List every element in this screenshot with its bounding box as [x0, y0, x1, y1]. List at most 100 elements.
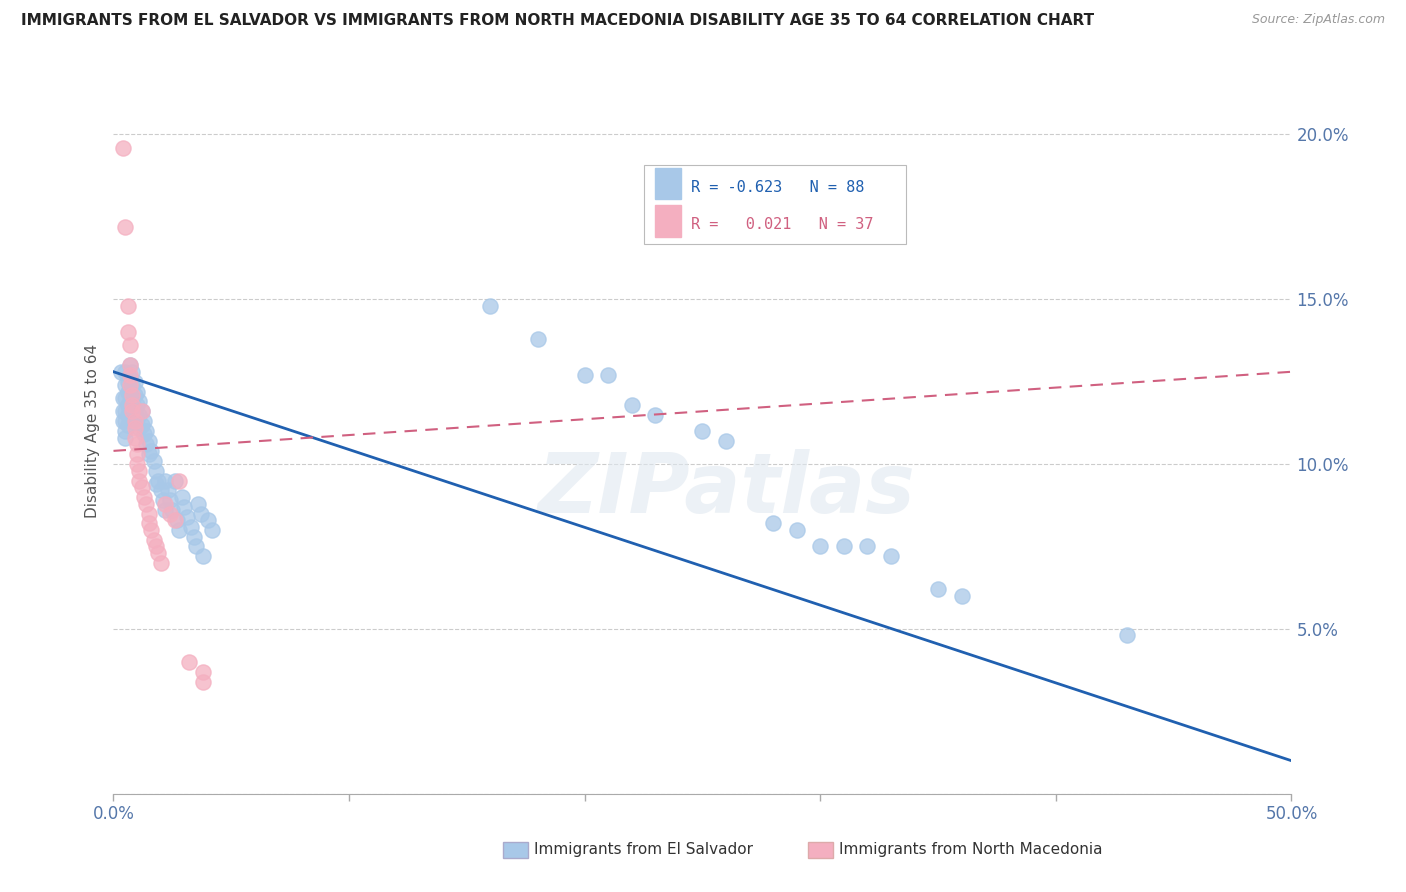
Point: [714, 434, 737, 448]
Point: [169, 474, 191, 488]
Point: [190, 507, 212, 521]
Point: [135, 437, 157, 451]
Y-axis label: Disability Age 35 to 64: Disability Age 35 to 64: [86, 344, 100, 518]
Point: [117, 408, 139, 422]
Point: [169, 523, 191, 537]
Point: [114, 391, 136, 405]
Point: [149, 556, 172, 570]
Text: R = -0.623   N = 88: R = -0.623 N = 88: [692, 180, 865, 195]
Point: [110, 365, 132, 379]
Point: [832, 540, 855, 554]
Point: [124, 375, 146, 389]
Point: [927, 582, 949, 597]
Point: [134, 490, 156, 504]
Point: [131, 417, 153, 432]
Point: [118, 358, 141, 372]
Point: [856, 540, 879, 554]
Point: [183, 530, 205, 544]
Point: [163, 474, 186, 488]
Point: [111, 404, 134, 418]
Point: [155, 497, 177, 511]
Point: [114, 378, 136, 392]
Point: [121, 404, 143, 418]
Point: [149, 483, 172, 498]
Point: [155, 503, 177, 517]
Point: [197, 513, 219, 527]
Point: [117, 299, 139, 313]
Text: R =   0.021   N = 37: R = 0.021 N = 37: [692, 217, 875, 232]
Point: [121, 391, 143, 405]
Point: [152, 493, 174, 508]
Point: [128, 394, 150, 409]
Point: [170, 490, 193, 504]
Point: [138, 447, 160, 461]
Point: [121, 378, 143, 392]
Point: [134, 414, 156, 428]
Point: [692, 424, 714, 438]
Point: [950, 589, 973, 603]
Point: [118, 371, 141, 385]
Point: [162, 503, 184, 517]
Point: [114, 414, 136, 428]
Point: [121, 398, 143, 412]
Point: [156, 483, 179, 498]
Point: [145, 540, 167, 554]
Point: [159, 507, 181, 521]
Point: [173, 500, 195, 514]
Text: ZIPatlas: ZIPatlas: [537, 449, 915, 530]
Point: [159, 493, 181, 508]
Text: Source: ZipAtlas.com: Source: ZipAtlas.com: [1251, 13, 1385, 27]
Point: [111, 141, 134, 155]
Text: Immigrants from El Salvador: Immigrants from El Salvador: [534, 842, 752, 857]
Point: [117, 375, 139, 389]
Point: [163, 513, 186, 527]
Point: [128, 421, 150, 435]
Point: [118, 404, 141, 418]
Point: [128, 474, 150, 488]
Point: [148, 474, 170, 488]
Point: [574, 368, 596, 382]
Point: [124, 414, 146, 428]
Point: [124, 401, 146, 415]
Point: [880, 549, 903, 564]
Point: [141, 523, 163, 537]
Point: [124, 414, 146, 428]
Point: [117, 417, 139, 432]
Point: [111, 391, 134, 405]
Point: [125, 447, 148, 461]
Point: [201, 523, 224, 537]
Point: [145, 464, 167, 478]
Point: [124, 431, 146, 445]
Point: [191, 674, 214, 689]
Point: [128, 408, 150, 422]
Point: [177, 655, 200, 669]
Point: [114, 365, 136, 379]
Point: [155, 474, 177, 488]
Point: [124, 388, 146, 402]
Point: [121, 388, 143, 402]
Point: [141, 443, 163, 458]
Point: [117, 325, 139, 339]
Point: [114, 219, 136, 234]
Text: IMMIGRANTS FROM EL SALVADOR VS IMMIGRANTS FROM NORTH MACEDONIA DISABILITY AGE 35: IMMIGRANTS FROM EL SALVADOR VS IMMIGRANT…: [21, 13, 1094, 29]
Point: [479, 299, 502, 313]
Point: [131, 480, 153, 494]
Point: [125, 411, 148, 425]
Point: [118, 358, 141, 372]
Point: [148, 546, 170, 560]
Point: [191, 665, 214, 679]
Point: [138, 507, 160, 521]
Point: [138, 516, 160, 531]
Point: [118, 368, 141, 382]
Point: [762, 516, 785, 531]
Point: [118, 384, 141, 399]
Point: [145, 476, 167, 491]
Point: [125, 384, 148, 399]
Point: [121, 365, 143, 379]
Point: [118, 378, 141, 392]
Point: [125, 398, 148, 412]
Point: [134, 427, 156, 442]
Point: [114, 431, 136, 445]
Point: [135, 424, 157, 438]
Point: [184, 540, 207, 554]
